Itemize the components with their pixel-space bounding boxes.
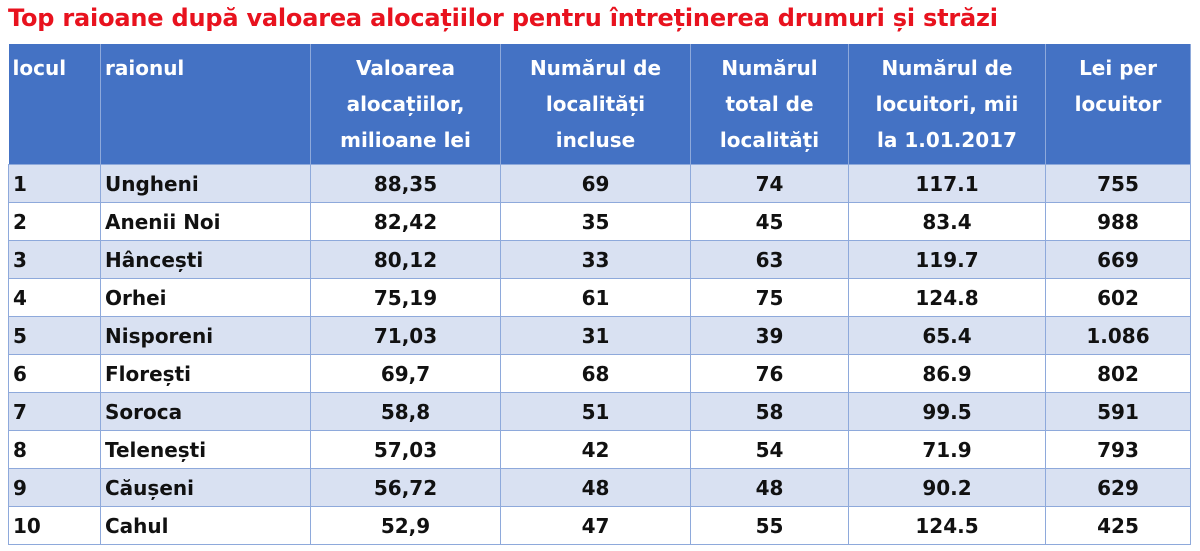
header-cell: Numărul total de localități <box>690 44 849 165</box>
table-cell: 117.1 <box>848 164 1046 203</box>
table-cell: 58,8 <box>310 392 501 431</box>
table-cell: 69 <box>500 164 691 203</box>
table-row: 10 Cahul 52,9 47 55 124.5 425 <box>8 506 1191 545</box>
table-cell: 88,35 <box>310 164 501 203</box>
header-cell: Valoarea alocațiilor, milioane lei <box>310 44 501 165</box>
header-cell: locul <box>8 44 101 165</box>
table-row: 8 Telenești 57,03 42 54 71.9 793 <box>8 430 1191 469</box>
table-cell: 9 <box>8 468 101 507</box>
table-cell: 6 <box>8 354 101 393</box>
table-cell: 75 <box>690 278 849 317</box>
table-cell: 47 <box>500 506 691 545</box>
table-cell: 86.9 <box>848 354 1046 393</box>
table-row: 3 Hâncești 80,12 33 63 119.7 669 <box>8 240 1191 279</box>
table-cell: 68 <box>500 354 691 393</box>
table-row: 1 Ungheni 88,35 69 74 117.1 755 <box>8 164 1191 203</box>
table-cell: 61 <box>500 278 691 317</box>
table-cell: 5 <box>8 316 101 355</box>
table-cell: Hâncești <box>100 240 311 279</box>
table-cell: 35 <box>500 202 691 241</box>
title: Top raioane după valoarea alocațiilor pe… <box>8 4 998 32</box>
table-cell: 48 <box>500 468 691 507</box>
table-cell: 4 <box>8 278 101 317</box>
table-cell: 3 <box>8 240 101 279</box>
table-row: 9 Căușeni 56,72 48 48 90.2 629 <box>8 468 1191 507</box>
table-cell: 74 <box>690 164 849 203</box>
table-cell: Florești <box>100 354 311 393</box>
table-cell: 793 <box>1045 430 1191 469</box>
table-cell: 802 <box>1045 354 1191 393</box>
table-cell: 57,03 <box>310 430 501 469</box>
table-cell: 80,12 <box>310 240 501 279</box>
table-cell: 99.5 <box>848 392 1046 431</box>
table-cell: Anenii Noi <box>100 202 311 241</box>
table-cell: 591 <box>1045 392 1191 431</box>
table-cell: 1.086 <box>1045 316 1191 355</box>
table-cell: 10 <box>8 506 101 545</box>
table-cell: 39 <box>690 316 849 355</box>
table-cell: 83.4 <box>848 202 1046 241</box>
table-cell: 75,19 <box>310 278 501 317</box>
table-cell: 629 <box>1045 468 1191 507</box>
table-cell: 8 <box>8 430 101 469</box>
table-row: 6 Florești 69,7 68 76 86.9 802 <box>8 354 1191 393</box>
header-cell: Numărul de localități incluse <box>500 44 691 165</box>
header-row: locul raionul Valoarea alocațiilor, milioa… <box>8 44 1191 165</box>
table-row: 5 Nisporeni 71,03 31 39 65.4 1.086 <box>8 316 1191 355</box>
table-cell: 54 <box>690 430 849 469</box>
table-cell: 56,72 <box>310 468 501 507</box>
table-cell: 33 <box>500 240 691 279</box>
table-cell: 65.4 <box>848 316 1046 355</box>
header-cell: Numărul de locuitori, mii la 1.01.2017 <box>848 44 1046 165</box>
table-cell: Soroca <box>100 392 311 431</box>
table-cell: 755 <box>1045 164 1191 203</box>
table-cell: Telenești <box>100 430 311 469</box>
table-cell: 425 <box>1045 506 1191 545</box>
table-row: 4 Orhei 75,19 61 75 124.8 602 <box>8 278 1191 317</box>
table-row: 7 Soroca 58,8 51 58 99.5 591 <box>8 392 1191 431</box>
table-cell: 988 <box>1045 202 1191 241</box>
table-row: 2 Anenii Noi 82,42 35 45 83.4 988 <box>8 202 1191 241</box>
header-cell: raionul <box>100 44 311 165</box>
table-cell: 42 <box>500 430 691 469</box>
table-cell: 52,9 <box>310 506 501 545</box>
table-cell: 69,7 <box>310 354 501 393</box>
table-cell: 1 <box>8 164 101 203</box>
table-cell: 58 <box>690 392 849 431</box>
header-cell: Lei per locuitor <box>1045 44 1191 165</box>
table-cell: Nisporeni <box>100 316 311 355</box>
table-cell: 31 <box>500 316 691 355</box>
table-cell: 71,03 <box>310 316 501 355</box>
table-cell: 124.5 <box>848 506 1046 545</box>
table-cell: 82,42 <box>310 202 501 241</box>
table-cell: 48 <box>690 468 849 507</box>
table-cell: 76 <box>690 354 849 393</box>
table-cell: 51 <box>500 392 691 431</box>
table-cell: 602 <box>1045 278 1191 317</box>
table-cell: Orhei <box>100 278 311 317</box>
table-cell: 119.7 <box>848 240 1046 279</box>
table-cell: 2 <box>8 202 101 241</box>
table-cell: 63 <box>690 240 849 279</box>
table-cell: 55 <box>690 506 849 545</box>
table-cell: 124.8 <box>848 278 1046 317</box>
table-cell: 90.2 <box>848 468 1046 507</box>
table-cell: Căușeni <box>100 468 311 507</box>
table-cell: 45 <box>690 202 849 241</box>
table-cell: 7 <box>8 392 101 431</box>
table-cell: 71.9 <box>848 430 1046 469</box>
table-cell: 669 <box>1045 240 1191 279</box>
table-cell: Cahul <box>100 506 311 545</box>
table: locul raionul Valoarea alocațiilor, milioa… <box>8 44 1191 545</box>
table-cell: Ungheni <box>100 164 311 203</box>
